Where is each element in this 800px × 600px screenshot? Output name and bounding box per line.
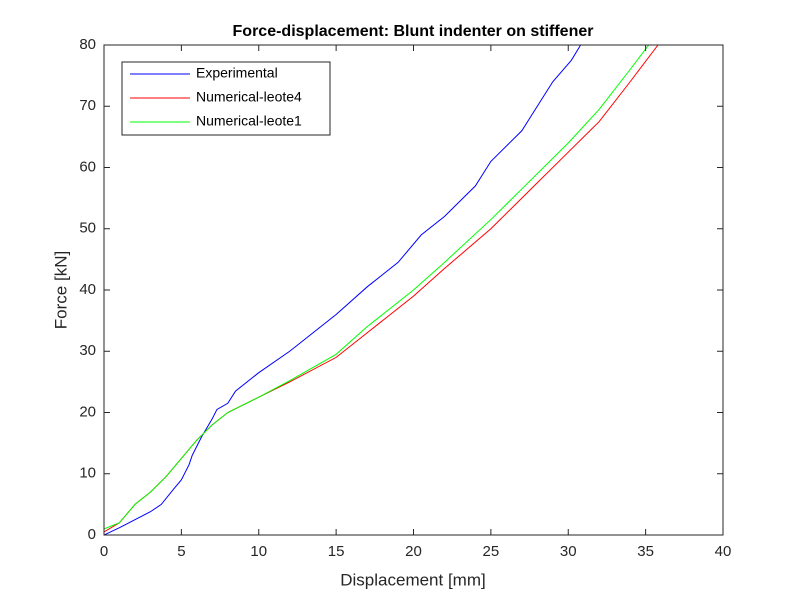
x-tick-label: 5 [177, 543, 185, 560]
x-axis-label: Displacement [mm] [340, 570, 485, 589]
y-tick-label: 20 [79, 403, 96, 420]
y-tick-label: 50 [79, 220, 96, 237]
data-line [104, 45, 650, 530]
y-tick-label: 30 [79, 342, 96, 359]
y-tick-label: 0 [88, 526, 96, 543]
legend-label: Experimental [196, 65, 278, 81]
legend-label: Numerical-leote1 [196, 113, 302, 129]
data-line [104, 45, 582, 535]
x-tick-label: 40 [715, 543, 732, 560]
y-tick-label: 70 [79, 97, 96, 114]
y-tick-label: 60 [79, 158, 96, 175]
x-tick-label: 0 [100, 543, 108, 560]
y-tick-label: 80 [79, 36, 96, 53]
y-axis-label: Force [kN] [51, 251, 70, 329]
y-tick-label: 40 [79, 281, 96, 298]
x-tick-label: 10 [250, 543, 267, 560]
y-tick-label: 10 [79, 465, 96, 482]
legend-label: Numerical-leote4 [196, 89, 302, 105]
x-tick-label: 20 [405, 543, 422, 560]
x-tick-label: 30 [560, 543, 577, 560]
x-tick-label: 15 [328, 543, 345, 560]
x-tick-label: 35 [637, 543, 654, 560]
chart-title: Force-displacement: Blunt indenter on st… [233, 23, 594, 40]
x-tick-label: 25 [483, 543, 500, 560]
